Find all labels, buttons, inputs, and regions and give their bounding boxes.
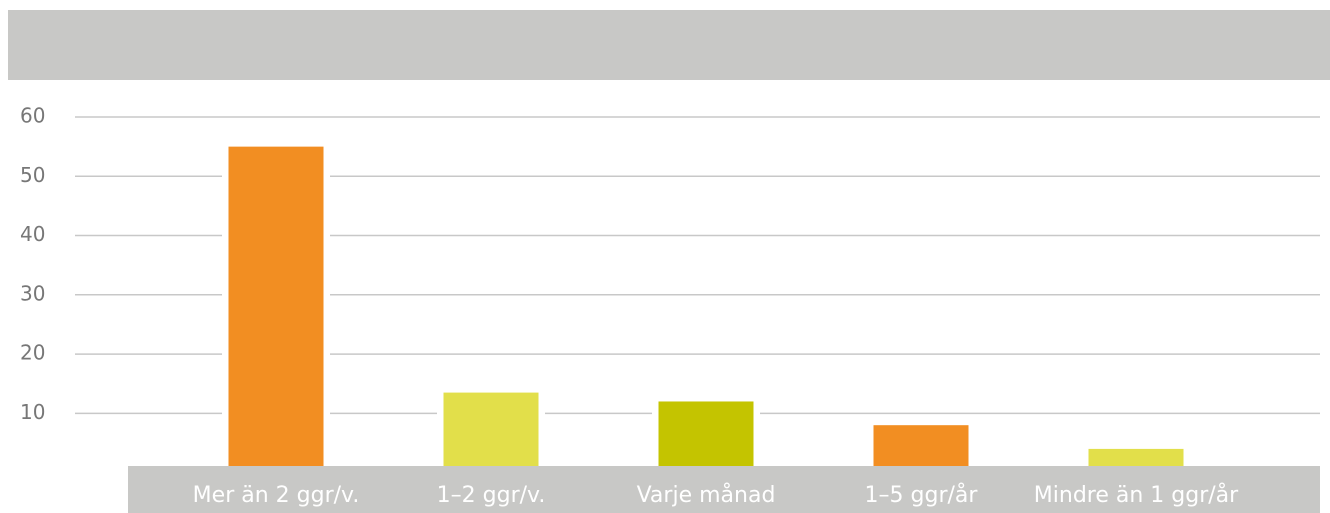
bar <box>873 425 969 473</box>
y-tick-label: 50 <box>20 163 45 187</box>
y-tick-label: 30 <box>20 281 45 305</box>
labels: 10 20 30 40 50 60 Mer än 2 ggr/v. 1–2 ggr/v. Var… <box>20 104 1239 509</box>
y-tick-label: 60 <box>20 104 45 128</box>
x-tick-label: Varje månad <box>637 482 776 508</box>
bars <box>222 146 1190 473</box>
y-tick-label: 40 <box>20 222 45 246</box>
y-tick-label: 20 <box>20 341 45 365</box>
x-tick-label: Mindre än 1 ggr/år <box>1034 482 1239 508</box>
y-tick-label: 10 <box>20 400 45 424</box>
header-banner <box>8 10 1330 80</box>
x-tick-label: 1–2 ggr/v. <box>437 483 546 508</box>
bar <box>228 146 324 473</box>
bar <box>658 401 754 473</box>
category-strip <box>128 466 1320 513</box>
bar <box>443 392 539 473</box>
x-tick-label: 1–5 ggr/år <box>865 482 979 508</box>
x-tick-label: Mer än 2 ggr/v. <box>193 483 360 508</box>
